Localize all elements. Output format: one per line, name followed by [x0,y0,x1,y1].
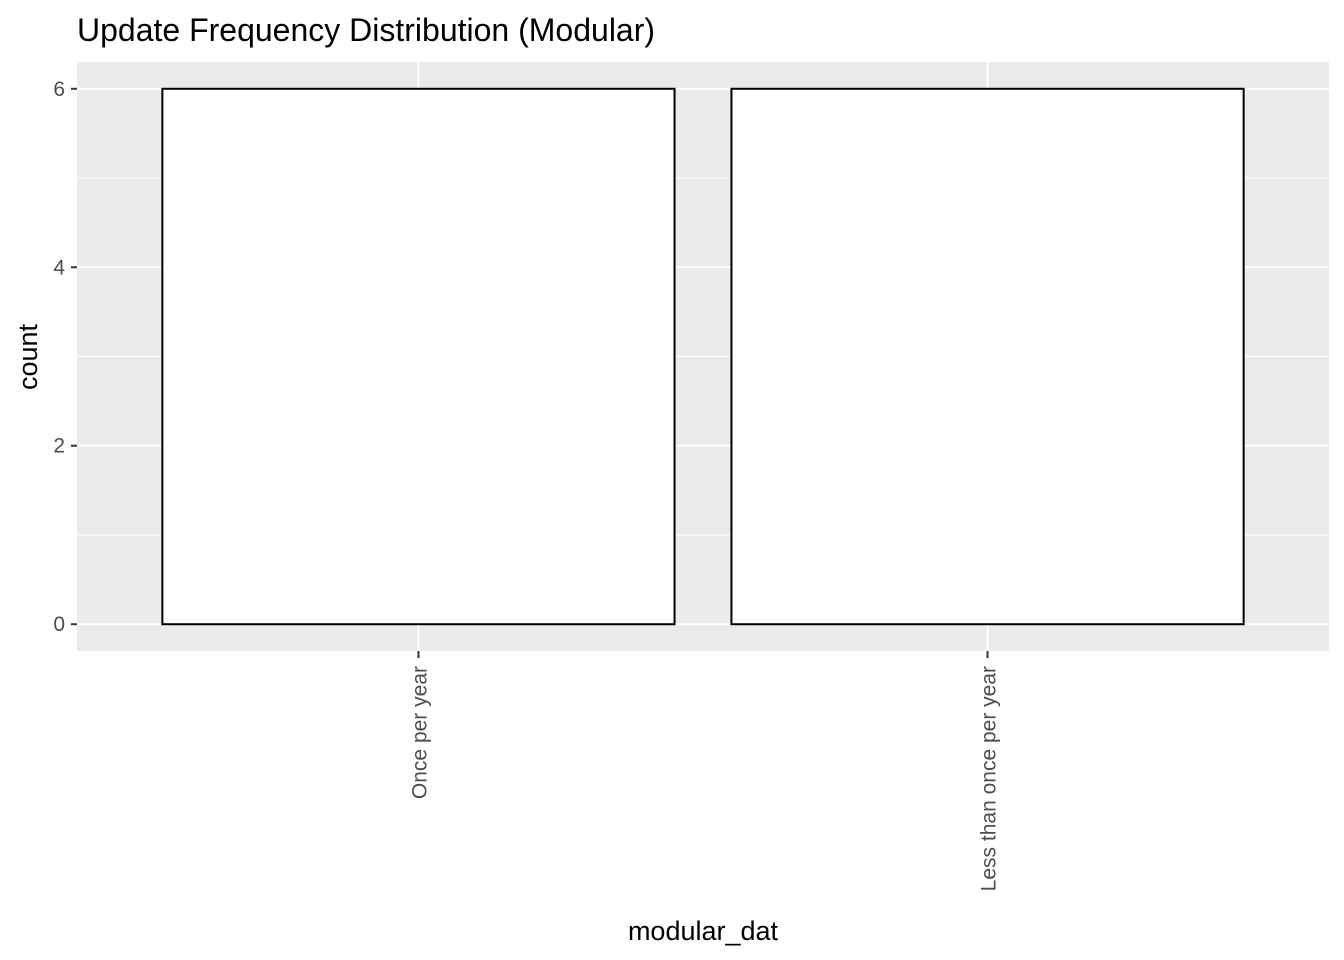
x-tick-label: Less than once per year [978,666,1001,891]
x-axis-title: modular_dat [628,916,779,946]
bar-2 [730,87,1245,626]
y-tick-label: 4 [53,256,65,279]
y-axis: 0 2 4 6 [53,78,77,636]
bar-1 [161,87,676,626]
chart-title: Update Frequency Distribution (Modular) [77,12,655,48]
y-tick-label: 0 [53,613,65,636]
x-tick-label: Once per year [408,666,431,799]
y-tick-label: 2 [53,435,65,458]
bars [161,87,1245,626]
y-axis-title: count [13,323,43,390]
x-axis: Once per year Less than once per year [408,651,1001,891]
y-tick-label: 6 [53,78,65,101]
